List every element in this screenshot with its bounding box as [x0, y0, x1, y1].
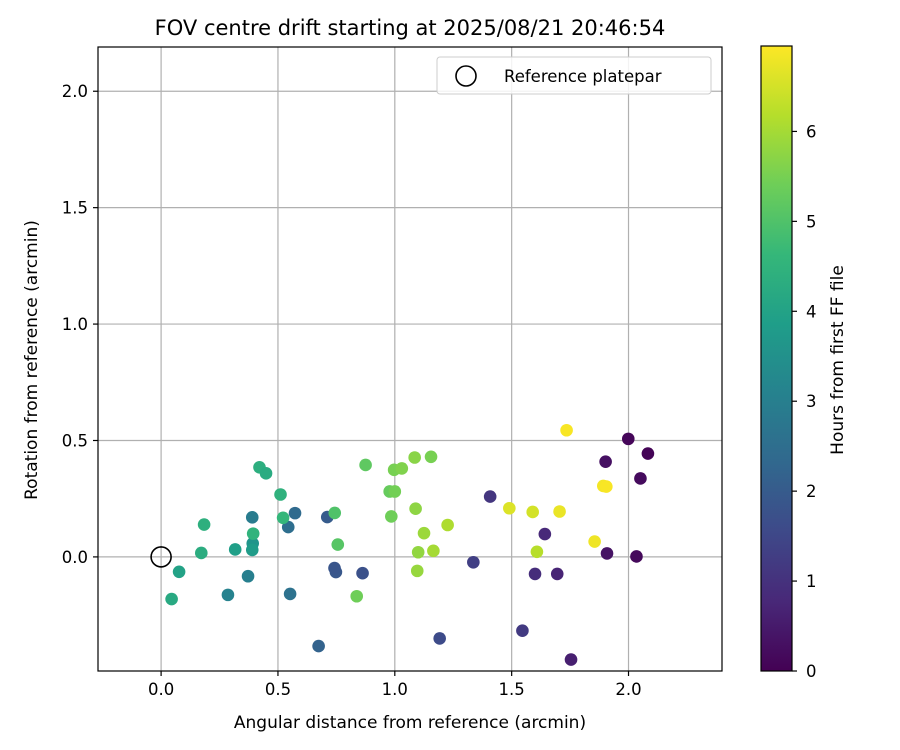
data-point [411, 545, 425, 559]
x-axis-label: Angular distance from reference (arcmin) [234, 713, 586, 733]
legend-entry-reference-platepar: Reference platepar [504, 67, 662, 86]
data-points [165, 423, 655, 666]
chart-title: FOV centre drift starting at 2025/08/21 … [155, 16, 666, 40]
y-axis-label: Rotation from reference (arcmin) [22, 220, 42, 500]
colorbar-tick-label: 6 [806, 122, 817, 141]
data-point [588, 535, 601, 548]
data-point [246, 527, 260, 540]
data-point [281, 520, 295, 534]
data-point [283, 587, 297, 601]
x-tick-label: 1.5 [499, 680, 525, 699]
data-point [483, 490, 497, 503]
data-point [274, 488, 287, 501]
colorbar-tick-label: 5 [806, 212, 817, 231]
colorbar-label: Hours from first FF file [828, 265, 848, 455]
data-point [467, 555, 480, 569]
y-tick-label: 0.5 [62, 431, 88, 450]
data-point [560, 423, 573, 437]
data-point [259, 467, 273, 480]
data-point [433, 632, 446, 645]
data-point [385, 510, 398, 523]
data-point [350, 589, 364, 603]
data-point [410, 564, 424, 578]
y-tick-label: 0.0 [62, 548, 88, 567]
data-point [424, 450, 438, 464]
data-point [221, 588, 235, 602]
data-point [553, 505, 566, 518]
colorbar: 0 1 2 3 4 5 6 Hours from first FF file [760, 45, 848, 681]
data-point [197, 518, 211, 531]
x-tick-label: 0.0 [148, 680, 174, 699]
data-point [528, 567, 542, 581]
data-point [359, 458, 372, 472]
colorbar-tick-label: 3 [806, 392, 817, 411]
data-point [245, 511, 259, 524]
data-point [312, 639, 325, 653]
data-point [634, 472, 647, 485]
data-point [503, 501, 516, 515]
x-tick-label: 0.5 [265, 680, 291, 699]
reference-platepar-marker [150, 546, 172, 568]
data-point [356, 566, 369, 580]
data-point [172, 565, 186, 579]
data-point [409, 502, 422, 516]
data-point [516, 624, 529, 638]
data-point [388, 485, 402, 498]
data-point [530, 545, 544, 559]
y-axis-ticks: 0.0 0.5 1.0 1.5 2.0 [62, 82, 98, 567]
data-point [564, 653, 578, 666]
data-point [621, 432, 635, 446]
data-point [599, 455, 612, 468]
data-point [194, 546, 208, 560]
data-point [165, 592, 178, 606]
data-point [538, 527, 552, 541]
plot-frame [97, 46, 723, 672]
legend-frame [436, 56, 712, 95]
x-axis-ticks: 0.0 0.5 1.0 1.5 2.0 [148, 671, 642, 699]
x-tick-label: 2.0 [615, 680, 641, 699]
data-point [408, 451, 421, 464]
plot-background [98, 47, 722, 671]
colorbar-ticks: 0 1 2 3 4 5 6 [792, 122, 817, 681]
x-tick-label: 1.0 [382, 680, 408, 699]
colorbar-tick-label: 4 [806, 302, 817, 321]
y-tick-label: 1.0 [62, 315, 88, 334]
data-point [331, 538, 345, 551]
data-point [427, 544, 440, 558]
data-point [328, 561, 341, 575]
y-tick-label: 1.5 [62, 199, 88, 218]
data-point [245, 543, 259, 557]
data-point [228, 543, 242, 556]
data-point [630, 550, 643, 563]
data-point [641, 447, 655, 460]
data-point [288, 506, 302, 520]
colorbar-tick-label: 2 [806, 482, 817, 501]
data-point [276, 511, 290, 525]
legend-marker-icon [455, 65, 477, 87]
legend: Reference platepar [436, 56, 712, 95]
data-point [328, 506, 342, 520]
data-point [600, 480, 613, 493]
plot-area: 0.0 0.5 1.0 1.5 2.0 0.0 0.5 1.0 1.5 2.0 [62, 46, 723, 699]
colorbar-tick-label: 1 [806, 572, 817, 591]
data-point [526, 505, 539, 519]
data-point [241, 569, 255, 583]
data-point [600, 547, 614, 560]
data-point [395, 462, 409, 475]
data-point [550, 567, 564, 581]
data-point [417, 526, 431, 540]
data-point [441, 518, 454, 532]
colorbar-tick-label: 0 [806, 662, 817, 681]
y-tick-label: 2.0 [62, 82, 88, 101]
colorbar-gradient [760, 45, 793, 672]
